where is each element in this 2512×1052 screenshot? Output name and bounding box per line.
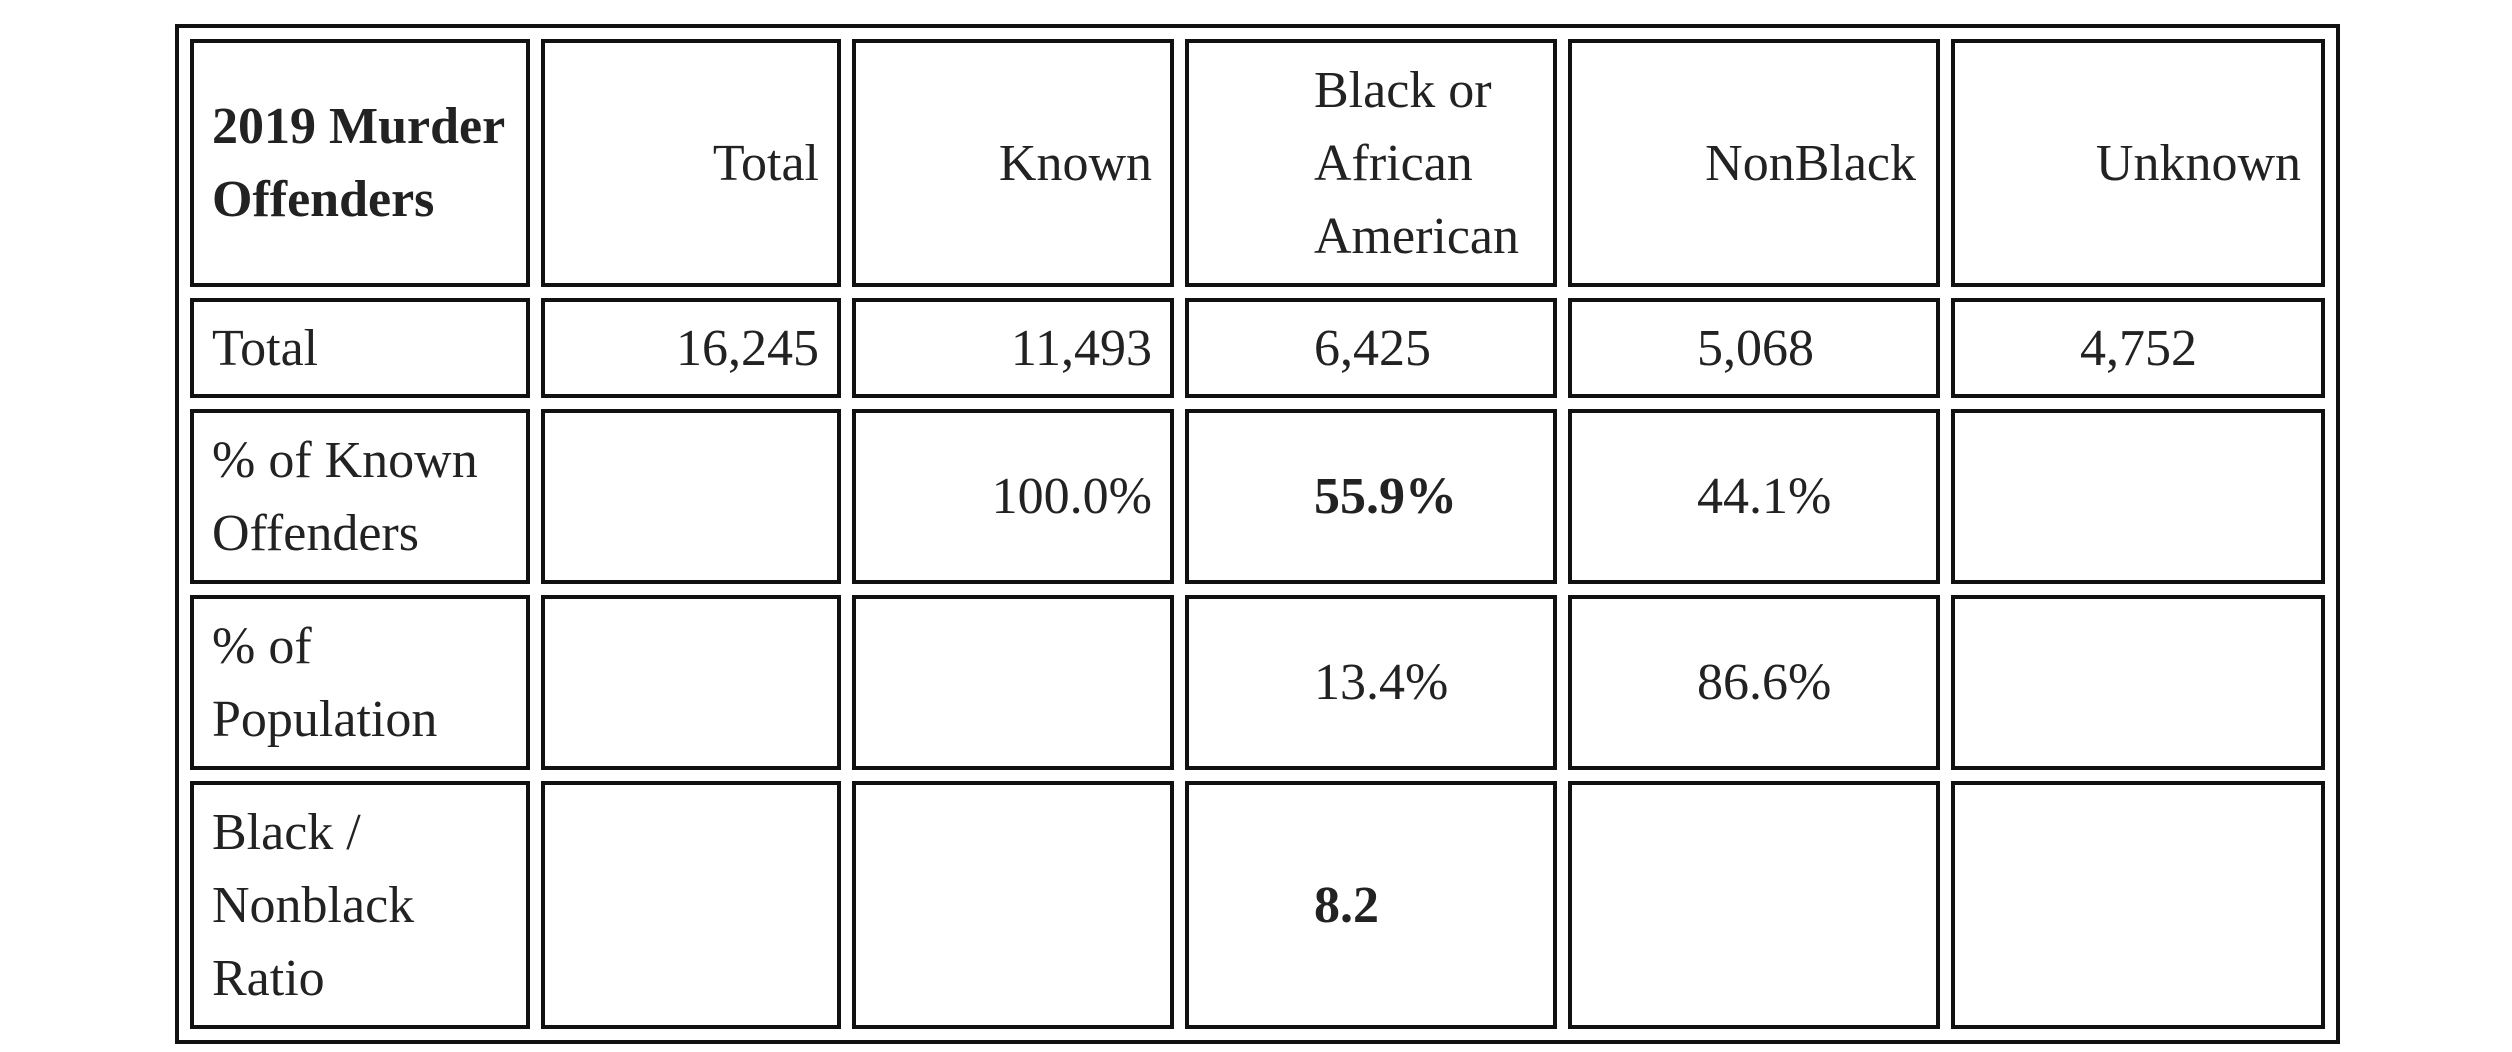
row: Total 16,245 11,493 6,425 5,068 4,752 [190, 298, 2325, 398]
cell: Black / Nonblack Ratio [190, 781, 530, 1029]
cell [541, 781, 841, 1029]
cell [852, 595, 1174, 770]
cell: 5,068 [1568, 298, 1940, 398]
cell: % of Population [190, 595, 530, 770]
cell [541, 595, 841, 770]
cell: Total [190, 298, 530, 398]
cell: % of Known Offenders [190, 409, 530, 584]
data-table: 2019 Murder Offenders Total Known Black … [175, 24, 2340, 1044]
cell: 16,245 [541, 298, 841, 398]
row: Black / Nonblack Ratio 8.2 [190, 781, 2325, 1029]
cell [1951, 409, 2325, 584]
header-cell: Known [852, 39, 1174, 287]
cell: 4,752 [1951, 298, 2325, 398]
cell: 86.6% [1568, 595, 1940, 770]
cell [1951, 595, 2325, 770]
cell: 8.2 [1185, 781, 1557, 1029]
cell [1951, 781, 2325, 1029]
cell: 6,425 [1185, 298, 1557, 398]
header-row: 2019 Murder Offenders Total Known Black … [190, 39, 2325, 287]
cell: 13.4% [1185, 595, 1557, 770]
header-cell: Total [541, 39, 841, 287]
cell: 44.1% [1568, 409, 1940, 584]
cell [852, 781, 1174, 1029]
cell [541, 409, 841, 584]
row: % of Known Offenders 100.0% 55.9% 44.1% [190, 409, 2325, 584]
header-cell: Black or African American [1185, 39, 1557, 287]
header-cell: NonBlack [1568, 39, 1940, 287]
header-cell: Unknown [1951, 39, 2325, 287]
cell: 11,493 [852, 298, 1174, 398]
cell: 55.9% [1185, 409, 1557, 584]
header-cell: 2019 Murder Offenders [190, 39, 530, 287]
row: % of Population 13.4% 86.6% [190, 595, 2325, 770]
cell [1568, 781, 1940, 1029]
cell: 100.0% [852, 409, 1174, 584]
